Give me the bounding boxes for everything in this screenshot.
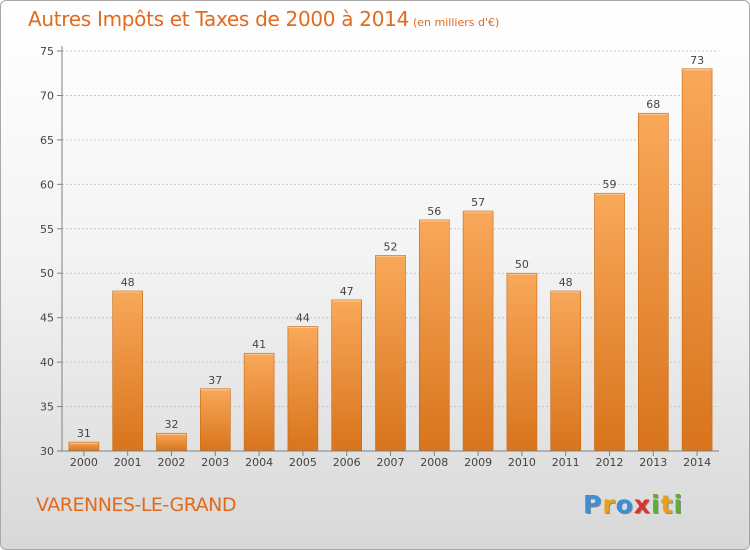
x-tick-label-2014: 2014 <box>683 456 711 469</box>
y-tick-label: 75 <box>40 45 54 58</box>
x-tick-label-2009: 2009 <box>464 456 492 469</box>
y-tick-label: 35 <box>40 401 54 414</box>
bar-2001 <box>112 290 143 452</box>
data-label-2013: 68 <box>646 98 660 111</box>
data-label-2014: 73 <box>690 54 704 67</box>
y-axis-ticks: 30 35 40 45 50 55 60 65 70 75 <box>40 45 62 458</box>
data-label-2004: 41 <box>252 338 266 351</box>
logo-letter: P <box>583 490 603 519</box>
bar-2011 <box>550 290 582 452</box>
x-tick-label-2013: 2013 <box>639 456 667 469</box>
y-tick-label: 30 <box>40 445 54 458</box>
bar-2005 <box>287 326 319 452</box>
proxiti-logo: Proxiti <box>583 490 683 519</box>
bar-2013 <box>637 112 669 452</box>
y-tick-label: 55 <box>40 223 54 236</box>
bar-2008 <box>418 219 450 452</box>
chart-title: Autres Impôts et Taxes de 2000 à 2014 (en… <box>28 7 499 31</box>
x-tick-label-2008: 2008 <box>420 456 448 469</box>
logo-letter: t <box>660 490 674 519</box>
x-axis-ticks: 2000 2001 2002 2003 2004 2005 2006 2007 2008 2009… <box>70 451 711 469</box>
location-name: VARENNES-LE-GRAND <box>36 494 236 516</box>
bar-2012 <box>594 192 625 452</box>
bar-2003 <box>200 388 231 452</box>
data-label-2003: 37 <box>208 374 222 387</box>
bar-2014 <box>681 68 713 452</box>
data-label-2009: 57 <box>471 196 485 209</box>
logo-letter: i <box>673 490 684 519</box>
bar-2004 <box>243 352 275 452</box>
bar-2002 <box>156 432 187 452</box>
data-label-2006: 47 <box>340 285 354 298</box>
y-tick-label: 45 <box>40 312 54 325</box>
x-tick-label-2000: 2000 <box>70 456 98 469</box>
x-tick-label-2002: 2002 <box>158 456 186 469</box>
logo-letter: i <box>651 490 661 519</box>
x-tick-label-2001: 2001 <box>114 456 142 469</box>
x-tick-label-2007: 2007 <box>377 456 405 469</box>
x-tick-label-2012: 2012 <box>596 456 624 469</box>
data-label-2012: 59 <box>603 178 617 191</box>
y-tick-label: 70 <box>40 89 54 102</box>
data-label-2010: 50 <box>515 258 529 271</box>
data-labels: 31 48 32 37 41 44 47 52 56 57 50 48 59 68 73 <box>77 54 704 440</box>
data-label-2011: 48 <box>559 276 573 289</box>
x-tick-label-2005: 2005 <box>289 456 317 469</box>
data-label-2000: 31 <box>77 427 91 440</box>
y-tick-label: 40 <box>40 356 54 369</box>
data-label-2001: 48 <box>121 276 135 289</box>
x-tick-label-2004: 2004 <box>245 456 273 469</box>
y-tick-label: 65 <box>40 134 54 147</box>
data-label-2005: 44 <box>296 312 310 325</box>
data-label-2002: 32 <box>165 418 179 431</box>
bar-2006 <box>331 299 363 452</box>
bar-2010 <box>506 272 538 452</box>
data-label-2008: 56 <box>427 205 441 218</box>
x-tick-label-2006: 2006 <box>333 456 361 469</box>
x-tick-label-2003: 2003 <box>201 456 229 469</box>
logo-letter: r <box>602 490 616 519</box>
data-label-2007: 52 <box>384 240 398 253</box>
bars <box>68 68 713 452</box>
bar-2007 <box>375 255 406 452</box>
y-tick-label: 60 <box>40 178 54 191</box>
x-tick-label-2010: 2010 <box>508 456 536 469</box>
bar-2009 <box>462 210 494 452</box>
y-tick-label: 50 <box>40 267 54 280</box>
x-tick-label-2011: 2011 <box>552 456 580 469</box>
chart-title-text: Autres Impôts et Taxes de 2000 à 2014 <box>28 7 409 31</box>
logo-letter: o <box>615 490 634 519</box>
chart-unit-label: (en milliers d'€) <box>413 16 500 29</box>
logo-letter: x <box>633 490 651 519</box>
